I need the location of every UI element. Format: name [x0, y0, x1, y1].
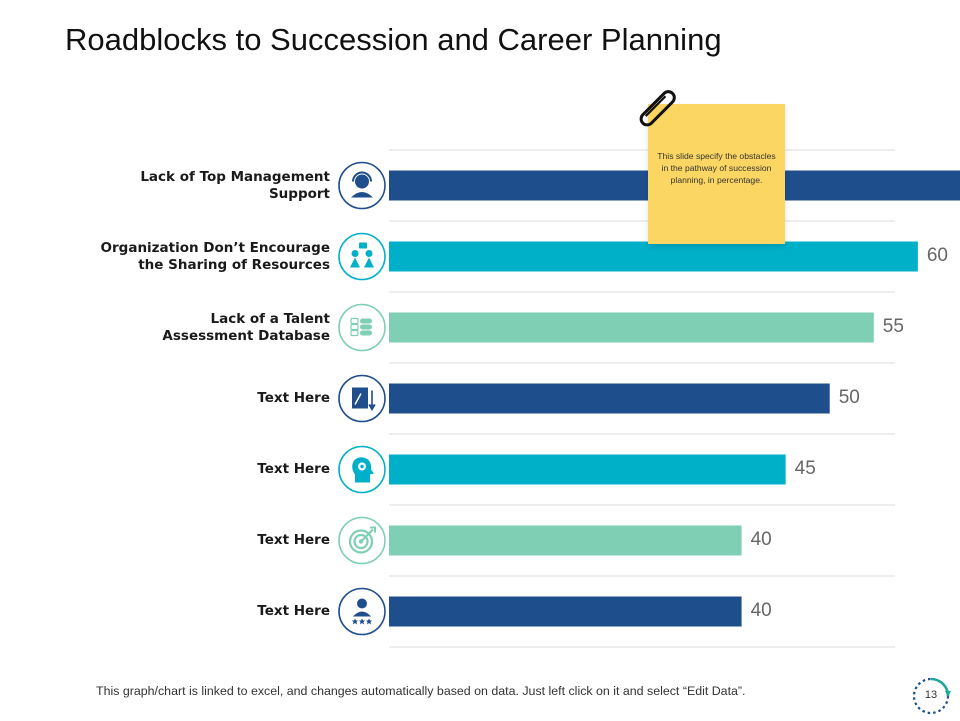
value-label: 60	[926, 244, 948, 266]
category-label: Lack of Top Management Support	[60, 169, 330, 203]
category-label: Text Here	[60, 603, 330, 620]
bar[interactable]	[389, 454, 786, 485]
database-icon	[338, 303, 386, 352]
category-label-line: Assessment Database	[162, 327, 330, 344]
category-label-line: Text Here	[257, 603, 330, 619]
bar[interactable]	[389, 383, 830, 414]
head-gears-icon	[338, 445, 386, 494]
category-label: Organization Don’t Encourage the Sharing …	[60, 240, 330, 274]
category-label: Text Here	[60, 461, 330, 478]
category-label: Text Here	[60, 532, 330, 549]
category-label-line: the Sharing of Resources	[138, 256, 330, 273]
page-number-badge: 13	[911, 676, 951, 716]
category-label-line: Text Here	[257, 461, 330, 477]
value-label: 40	[750, 528, 772, 550]
bar[interactable]	[389, 525, 742, 556]
bar[interactable]	[389, 241, 918, 272]
employee-rating-icon	[338, 587, 386, 636]
value-label: 50	[838, 386, 860, 408]
value-label: 45	[794, 457, 816, 479]
footer-note: This graph/chart is linked to excel, and…	[96, 684, 746, 698]
sticky-note-text: This slide specify the obstacles in the …	[657, 151, 776, 185]
cycle-arrow-icon	[912, 677, 951, 715]
category-label-line: Support	[268, 185, 330, 202]
support-person-icon	[338, 161, 386, 210]
category-label-line: Organization Don’t Encourage	[100, 239, 330, 256]
category-label-line: Lack of Top Management	[140, 168, 330, 185]
page-title: Roadblocks to Succession and Career Plan…	[65, 22, 722, 57]
value-label: 55	[882, 315, 904, 337]
value-label: 40	[750, 599, 772, 621]
bar[interactable]	[389, 312, 874, 343]
target-icon	[338, 516, 386, 565]
category-label-line: Lack of a Talent	[210, 310, 330, 327]
meeting-people-icon	[338, 232, 386, 281]
category-label-line: Text Here	[257, 390, 330, 406]
strategy-board-icon	[338, 374, 386, 423]
bar[interactable]	[389, 596, 742, 627]
category-label: Lack of a Talent Assessment Database	[60, 311, 330, 345]
sticky-note: This slide specify the obstacles in the …	[648, 104, 785, 244]
paperclip-icon	[639, 90, 676, 127]
category-label-line: Text Here	[257, 532, 330, 548]
category-label: Text Here	[60, 390, 330, 407]
page-number: 13	[924, 689, 938, 701]
